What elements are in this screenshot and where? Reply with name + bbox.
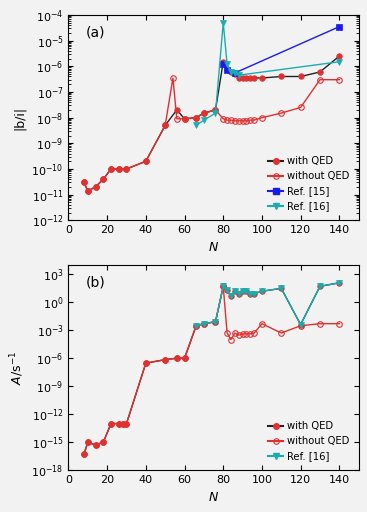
Y-axis label: |b/i|: |b/i|	[13, 105, 26, 130]
Legend: with QED, without QED, Ref. [15], Ref. [16]: with QED, without QED, Ref. [15], Ref. […	[264, 153, 354, 216]
X-axis label: $N$: $N$	[208, 490, 219, 504]
Y-axis label: $A$/s$^{-1}$: $A$/s$^{-1}$	[8, 351, 26, 385]
Text: (a): (a)	[86, 25, 105, 39]
Text: (b): (b)	[86, 275, 106, 289]
Legend: with QED, without QED, Ref. [16]: with QED, without QED, Ref. [16]	[264, 417, 354, 465]
X-axis label: $N$: $N$	[208, 241, 219, 254]
